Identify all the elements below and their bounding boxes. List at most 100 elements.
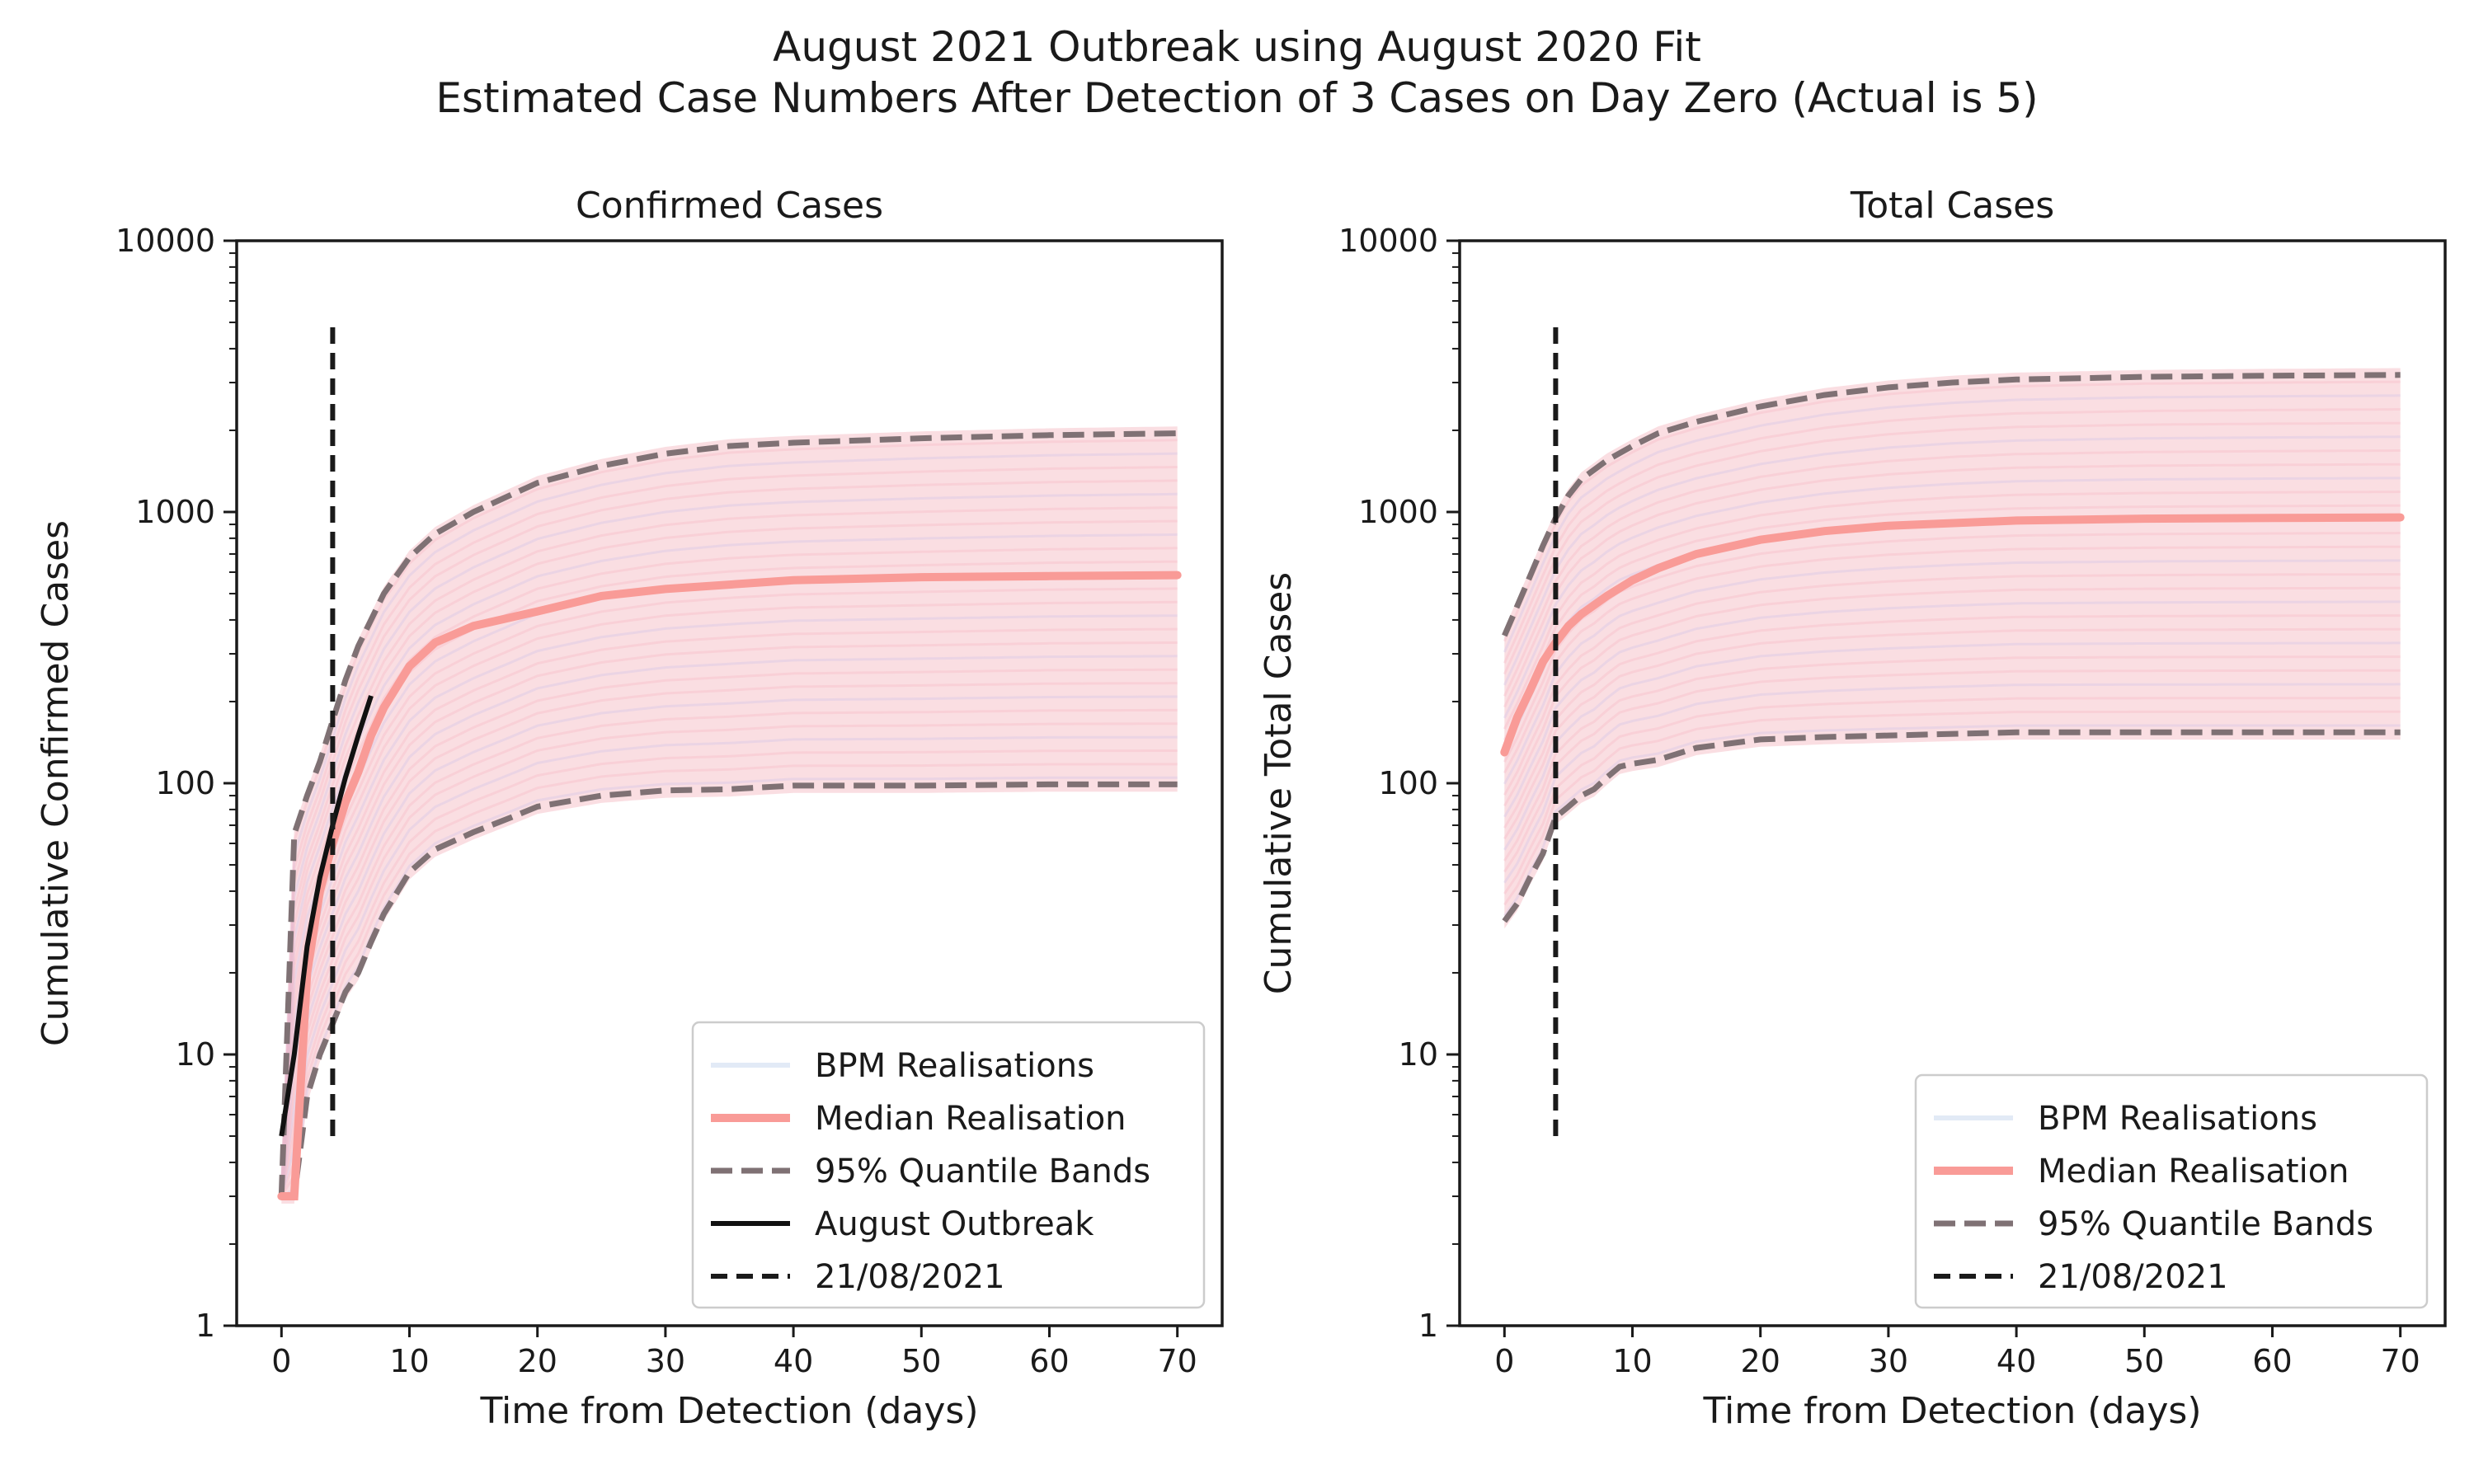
- realisation-line: [280, 492, 1178, 1197]
- realisation-line: [1503, 559, 2401, 785]
- realisation-line: [280, 560, 1178, 1197]
- legend-frame: [1914, 1073, 2429, 1309]
- realisation-line: [280, 533, 1178, 1197]
- realisation-line: [280, 668, 1178, 1197]
- x-tick-label: 60: [2252, 1343, 2292, 1379]
- axes-title: Total Cases: [1850, 185, 2054, 227]
- legend-label: 21/08/2021: [2038, 1258, 2228, 1296]
- x-tick-label: 0: [1494, 1343, 1514, 1379]
- legend-label: BPM Realisations: [2038, 1100, 2317, 1138]
- total-cases-panel: 0 10 20 30 40 50 60 70 1 10 100 1000 10000 Total Case…: [1258, 185, 2447, 1432]
- realisation-line: [1503, 421, 2401, 675]
- x-tick-label: 20: [1741, 1343, 1780, 1379]
- realisation-line: [1503, 627, 2401, 840]
- realisation-line: [1503, 435, 2401, 686]
- legend-label: 95% Quantile Bands: [2038, 1205, 2373, 1243]
- x-tick-label: 40: [774, 1343, 813, 1379]
- y-tick-label: 10000: [115, 223, 215, 259]
- legend-frame: [691, 1021, 1206, 1309]
- legend: BPM Realisations Median Realisation 95% Qu…: [691, 1021, 1206, 1309]
- realisations-band: [1504, 368, 2401, 929]
- legend-label: BPM Realisations: [815, 1047, 1094, 1085]
- x-tick-label: 70: [1158, 1343, 1197, 1379]
- realisation-line: [280, 519, 1178, 1197]
- realisation-line: [280, 600, 1178, 1197]
- realisation-line: [1503, 697, 2401, 895]
- x-tick-label: 10: [1612, 1343, 1652, 1379]
- realisation-line: [280, 614, 1178, 1197]
- realisation-line: [280, 682, 1178, 1197]
- realisation-line: [1503, 532, 2401, 763]
- realisation-line: [1503, 545, 2401, 774]
- legend-label: August Outbreak: [815, 1205, 1094, 1243]
- y-tick-label: 1000: [1358, 494, 1438, 530]
- x-tick-label: 10: [389, 1343, 429, 1379]
- realisation-line: [280, 452, 1178, 1197]
- realisation-line: [1503, 394, 2401, 653]
- quantile-lower-line: [281, 781, 1178, 1200]
- legend-label: 95% Quantile Bands: [815, 1153, 1150, 1190]
- realisation-line: [1503, 669, 2401, 873]
- y-axis-label: Cumulative Total Cases: [1258, 572, 1300, 994]
- x-tick-label: 50: [2124, 1343, 2164, 1379]
- realisation-line: [1503, 573, 2401, 796]
- y-tick-label: 1: [195, 1308, 215, 1344]
- realisation-line: [280, 439, 1178, 1197]
- realisation-line: [280, 627, 1178, 1197]
- y-axis-label: Cumulative Confirmed Cases: [35, 520, 77, 1046]
- realisation-line: [1503, 477, 2401, 719]
- median-line: [1500, 513, 2405, 757]
- realisation-line: [280, 776, 1178, 1198]
- realisation-line: [280, 466, 1178, 1197]
- y-tick-label: 1000: [135, 494, 215, 530]
- realisation-line: [280, 722, 1178, 1197]
- figure-title-line-2: Estimated Case Numbers After Detection o…: [435, 74, 2039, 122]
- confirmed-cases-panel: 0 10 20 30 40 50 60 70 1 10 100 1000 10000 Confirmed …: [35, 185, 1224, 1432]
- realisation-line: [1503, 449, 2401, 697]
- realisation-line: [1503, 655, 2401, 862]
- realisation-line: [280, 708, 1178, 1197]
- x-tick-label: 60: [1029, 1343, 1069, 1379]
- quantile-upper-line: [1502, 372, 2401, 637]
- realisation-line: [1503, 586, 2401, 807]
- x-tick-label: 30: [646, 1343, 685, 1379]
- realisation-line: [280, 641, 1178, 1197]
- realisation-line: [280, 479, 1178, 1197]
- y-tick-label: 10: [176, 1036, 215, 1073]
- y-tick-label: 10000: [1338, 223, 1438, 259]
- x-axis-label: Time from Detection (days): [1703, 1390, 2202, 1432]
- y-tick-label: 100: [1378, 765, 1438, 801]
- quantile-upper-line: [278, 430, 1178, 1197]
- x-tick-label: 50: [901, 1343, 941, 1379]
- realisation-line: [1503, 710, 2401, 906]
- axes-title: Confirmed Cases: [576, 185, 883, 227]
- realisation-line: [280, 506, 1178, 1197]
- realisation-line: [280, 695, 1178, 1197]
- x-tick-label: 0: [271, 1343, 291, 1379]
- realisation-line: [1503, 683, 2401, 884]
- realisation-line: [1503, 614, 2401, 829]
- figure-title-line-1: August 2021 Outbreak using August 2020 F…: [773, 23, 1701, 71]
- legend-label: Median Realisation: [815, 1100, 1126, 1138]
- x-axis-label: Time from Detection (days): [480, 1390, 979, 1432]
- realisation-line: [1503, 641, 2401, 851]
- legend: BPM Realisations Median Realisation 95% Qu…: [1914, 1073, 2429, 1309]
- realisation-line: [1503, 463, 2401, 708]
- realisation-line: [280, 749, 1178, 1197]
- realisation-line: [1503, 504, 2401, 741]
- y-tick-label: 1: [1418, 1308, 1438, 1344]
- realisation-line: [280, 587, 1178, 1197]
- realisation-line: [1503, 491, 2401, 730]
- x-tick-label: 20: [518, 1343, 557, 1379]
- realisation-line: [280, 735, 1178, 1197]
- legend-label: 21/08/2021: [815, 1258, 1005, 1296]
- realisation-line: [1503, 600, 2401, 818]
- plot-area: [1500, 326, 2405, 1137]
- plot-area: [277, 326, 1182, 1204]
- realisation-line: [280, 763, 1178, 1197]
- quantile-lower-line: [1502, 729, 2401, 923]
- median-line: [277, 571, 1182, 1200]
- realisation-line: [1503, 380, 2401, 642]
- x-tick-label: 40: [1997, 1343, 2036, 1379]
